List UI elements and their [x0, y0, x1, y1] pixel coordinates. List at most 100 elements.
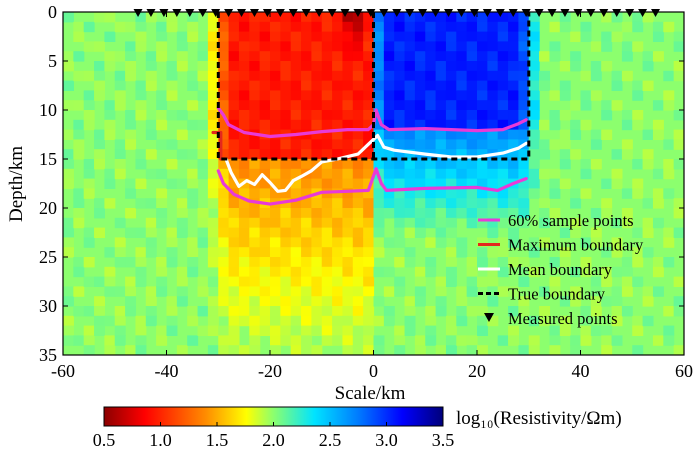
heatmap-cell [508, 208, 519, 219]
heatmap-cell [456, 149, 468, 160]
heatmap-cell [477, 129, 488, 140]
heatmap-cell [601, 247, 613, 258]
heatmap-cell [425, 119, 437, 131]
heatmap-cell [259, 257, 271, 268]
heatmap-cell [414, 21, 426, 33]
heatmap-cell [135, 257, 147, 268]
heatmap-cell [228, 70, 240, 82]
heatmap-cell [425, 61, 437, 72]
heatmap-cell [187, 188, 199, 199]
heatmap-cell [652, 100, 664, 111]
heatmap-cell [207, 345, 219, 355]
heatmap-cell [549, 168, 561, 180]
heatmap-cell [125, 276, 137, 287]
heatmap-cell [445, 129, 457, 140]
heatmap-cell [580, 237, 592, 248]
y-axis-label: Depth/km [6, 146, 27, 222]
heatmap-cell [270, 149, 281, 160]
heatmap-cell [156, 266, 168, 278]
heatmap-cell [394, 237, 406, 248]
colorbar-tick-label: 2.5 [319, 430, 342, 450]
heatmap-cell [280, 139, 292, 150]
heatmap-cell [176, 276, 188, 287]
heatmap-cell [642, 51, 654, 62]
heatmap-cell [280, 325, 292, 336]
heatmap-cell [466, 208, 478, 219]
heatmap-cell [290, 90, 302, 101]
heatmap-cell [73, 198, 85, 209]
heatmap-cell [445, 41, 457, 52]
heatmap-cell [632, 21, 644, 33]
heatmap-cell [218, 227, 230, 238]
heatmap-cell [228, 139, 240, 150]
heatmap-cell [456, 159, 468, 170]
heatmap-cell [352, 119, 364, 131]
heatmap-cell [290, 325, 302, 336]
heatmap-cell [290, 208, 302, 219]
heatmap-cell [570, 149, 582, 160]
heatmap-cell [249, 168, 261, 180]
heatmap-cell [166, 159, 178, 170]
heatmap-cell [301, 139, 312, 150]
heatmap-cell [518, 159, 530, 170]
heatmap-cell [456, 168, 468, 180]
heatmap-cell [197, 119, 209, 131]
heatmap-cell [207, 41, 219, 52]
heatmap-cell [135, 325, 147, 336]
heatmap-cell [487, 129, 499, 140]
heatmap-cell [238, 51, 250, 62]
heatmap-cell [332, 276, 344, 287]
y-tick-label: 20 [39, 198, 57, 218]
heatmap-cell [652, 266, 664, 278]
heatmap-cell [508, 306, 519, 317]
heatmap-cell [332, 247, 344, 258]
heatmap-cell [404, 188, 416, 199]
heatmap-cell [145, 217, 157, 229]
heatmap-cell [218, 51, 230, 62]
legend-label: True boundary [508, 285, 606, 304]
heatmap-cell [518, 51, 530, 62]
heatmap-cell [166, 247, 178, 258]
heatmap-cell [280, 306, 292, 317]
heatmap-cell [508, 237, 519, 248]
heatmap-cell [228, 41, 240, 52]
heatmap-cell [352, 178, 364, 189]
heatmap-cell [301, 149, 312, 160]
heatmap-cell [373, 217, 385, 229]
heatmap-cell [539, 237, 551, 248]
heatmap-cell [559, 315, 571, 327]
heatmap-cell [218, 21, 230, 33]
heatmap-cell [238, 276, 250, 287]
true-boundary-line [216, 12, 531, 161]
heatmap-cell [135, 159, 147, 170]
heatmap-cell [94, 149, 105, 160]
heatmap-cell [321, 168, 333, 180]
heatmap-cell [508, 335, 519, 346]
heatmap-cell [425, 100, 437, 111]
heatmap-cell [280, 51, 292, 62]
heatmap-cell [114, 257, 126, 268]
heatmap-cell [394, 149, 406, 160]
heatmap-cell [570, 188, 582, 199]
heatmap-cell [280, 335, 292, 346]
heatmap-cell [559, 12, 571, 23]
heatmap-cell [445, 159, 457, 170]
heatmap-cell [435, 110, 447, 121]
heatmap-cell [445, 31, 457, 42]
heatmap-cell [311, 12, 323, 23]
60-sample-points-line [216, 106, 378, 139]
heatmap-cell [373, 149, 385, 160]
heatmap-cell [497, 51, 509, 62]
heatmap-cell [218, 41, 230, 52]
heatmap-cell [528, 119, 540, 131]
heatmap-cell [445, 110, 457, 121]
heatmap-cell [466, 139, 478, 150]
heatmap-cell [249, 31, 261, 42]
heatmap-cell [528, 139, 540, 150]
heatmap-cell [663, 100, 675, 111]
heatmap-cell [435, 12, 447, 23]
heatmap-cell [508, 70, 519, 82]
heatmap-cell [238, 315, 250, 327]
heatmap-cell [249, 90, 261, 101]
heatmap-cell [249, 325, 261, 336]
